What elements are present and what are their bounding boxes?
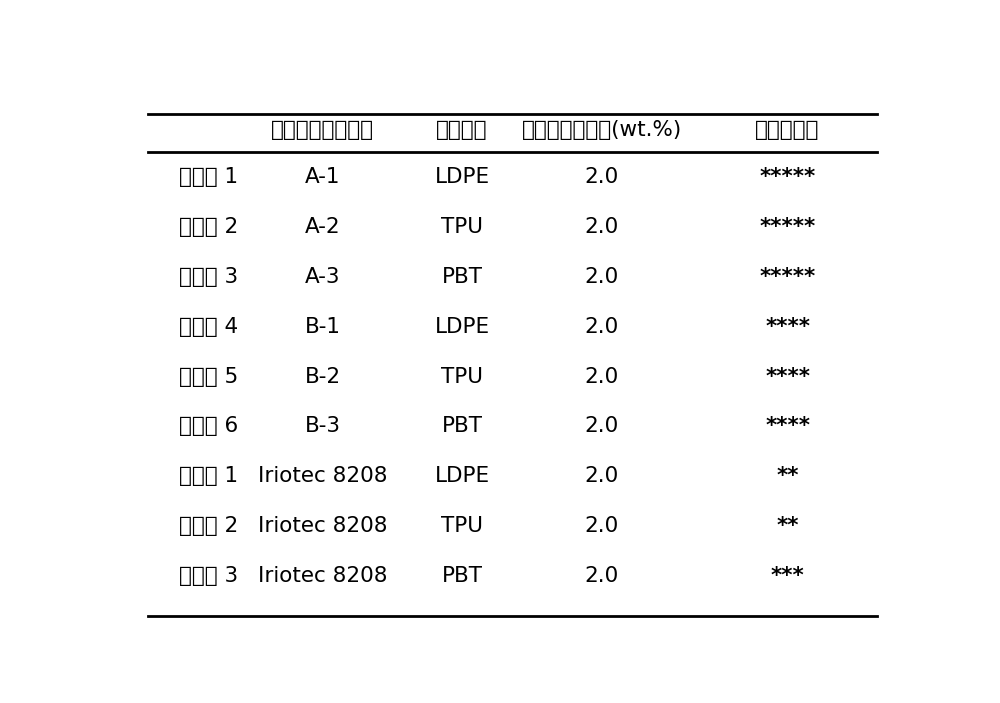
Text: TPU: TPU	[441, 217, 483, 238]
Text: 2.0: 2.0	[584, 367, 619, 387]
Text: 实施例 1: 实施例 1	[179, 167, 238, 188]
Text: **: **	[776, 516, 799, 536]
Text: ***: ***	[771, 566, 804, 586]
Text: TPU: TPU	[441, 516, 483, 536]
Text: 标记对比度: 标记对比度	[755, 120, 820, 141]
Text: 基体材料: 基体材料	[436, 120, 488, 141]
Text: *****: *****	[760, 167, 816, 188]
Text: TPU: TPU	[441, 367, 483, 387]
Text: **: **	[776, 466, 799, 486]
Text: PBT: PBT	[442, 566, 483, 586]
Text: 对比例 1: 对比例 1	[179, 466, 238, 486]
Text: LDPE: LDPE	[435, 317, 490, 337]
Text: A-3: A-3	[305, 267, 340, 287]
Text: 打标助剂添加量(wt.%): 打标助剂添加量(wt.%)	[522, 120, 682, 141]
Text: *****: *****	[760, 217, 816, 238]
Text: 实施例 3: 实施例 3	[179, 267, 238, 287]
Text: B-3: B-3	[305, 416, 341, 437]
Text: 2.0: 2.0	[584, 516, 619, 536]
Text: 实施例 2: 实施例 2	[179, 217, 239, 238]
Text: LDPE: LDPE	[435, 167, 490, 188]
Text: 实施例 4: 实施例 4	[179, 317, 239, 337]
Text: LDPE: LDPE	[435, 466, 490, 486]
Text: 2.0: 2.0	[584, 466, 619, 486]
Text: PBT: PBT	[442, 267, 483, 287]
Text: *****: *****	[760, 267, 816, 287]
Text: 2.0: 2.0	[584, 566, 619, 586]
Text: ****: ****	[765, 367, 810, 387]
Text: A-1: A-1	[305, 167, 340, 188]
Text: ****: ****	[765, 416, 810, 437]
Text: 2.0: 2.0	[584, 317, 619, 337]
Text: 激光打标助剂母粒: 激光打标助剂母粒	[271, 120, 374, 141]
Text: PBT: PBT	[442, 416, 483, 437]
Text: ****: ****	[765, 317, 810, 337]
Text: 实施例 5: 实施例 5	[179, 367, 239, 387]
Text: 2.0: 2.0	[584, 267, 619, 287]
Text: Iriotec 8208: Iriotec 8208	[258, 566, 387, 586]
Text: B-1: B-1	[305, 317, 341, 337]
Text: 2.0: 2.0	[584, 416, 619, 437]
Text: 2.0: 2.0	[584, 217, 619, 238]
Text: 对比例 2: 对比例 2	[179, 516, 239, 536]
Text: 对比例 3: 对比例 3	[179, 566, 238, 586]
Text: B-2: B-2	[305, 367, 341, 387]
Text: 实施例 6: 实施例 6	[179, 416, 239, 437]
Text: Iriotec 8208: Iriotec 8208	[258, 516, 387, 536]
Text: Iriotec 8208: Iriotec 8208	[258, 466, 387, 486]
Text: A-2: A-2	[305, 217, 340, 238]
Text: 2.0: 2.0	[584, 167, 619, 188]
